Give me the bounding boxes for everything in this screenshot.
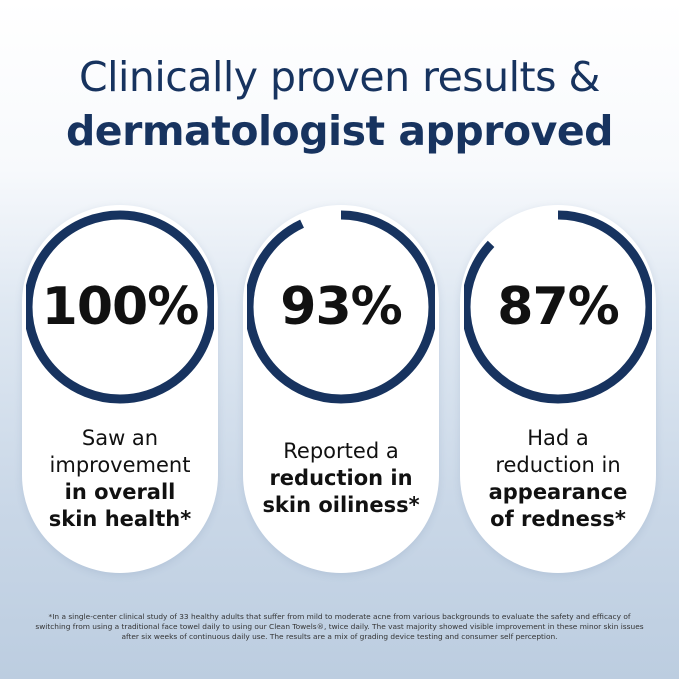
- headline-line-2: dermatologist approved: [65, 107, 614, 155]
- stat-card: 100% Saw an improvement in overall skin heal…: [22, 205, 218, 573]
- description-line: improvement: [49, 453, 191, 477]
- progress-arc: [26, 210, 214, 404]
- description-line: reduction in: [495, 453, 621, 477]
- description-line: Saw an: [81, 426, 159, 450]
- description-line: of redness*: [490, 507, 626, 531]
- progress-ring: [464, 210, 652, 404]
- description-line: skin oiliness*: [262, 493, 420, 517]
- description-line: reduction in: [269, 466, 413, 490]
- description-line: skin health*: [48, 507, 192, 531]
- headline: Clinically proven results & dermatologis…: [0, 50, 679, 158]
- footnote: *In a single-center clinical study of 33…: [35, 612, 644, 641]
- progress-ring: [26, 210, 214, 404]
- stat-value: 100%: [41, 277, 200, 337]
- description-line: Reported a: [283, 439, 399, 463]
- description-line: Had a: [527, 426, 589, 450]
- stat-description: Had a reduction in appearance of redness*: [460, 425, 656, 533]
- stat-description: Reported a reduction in skin oiliness*: [243, 438, 439, 519]
- stat-value: 87%: [497, 277, 619, 337]
- progress-arc: [247, 210, 435, 404]
- stat-card: 93% Reported a reduction in skin oiliness*: [243, 205, 439, 573]
- description-line: in overall: [64, 480, 176, 504]
- progress-ring: [247, 210, 435, 404]
- progress-arc: [464, 210, 652, 404]
- stat-value: 93%: [280, 277, 402, 337]
- description-line: appearance: [488, 480, 628, 504]
- headline-line-1: Clinically proven results &: [79, 53, 600, 101]
- stat-card: 87% Had a reduction in appearance of redness…: [460, 205, 656, 573]
- stat-description: Saw an improvement in overall skin health*: [22, 425, 218, 533]
